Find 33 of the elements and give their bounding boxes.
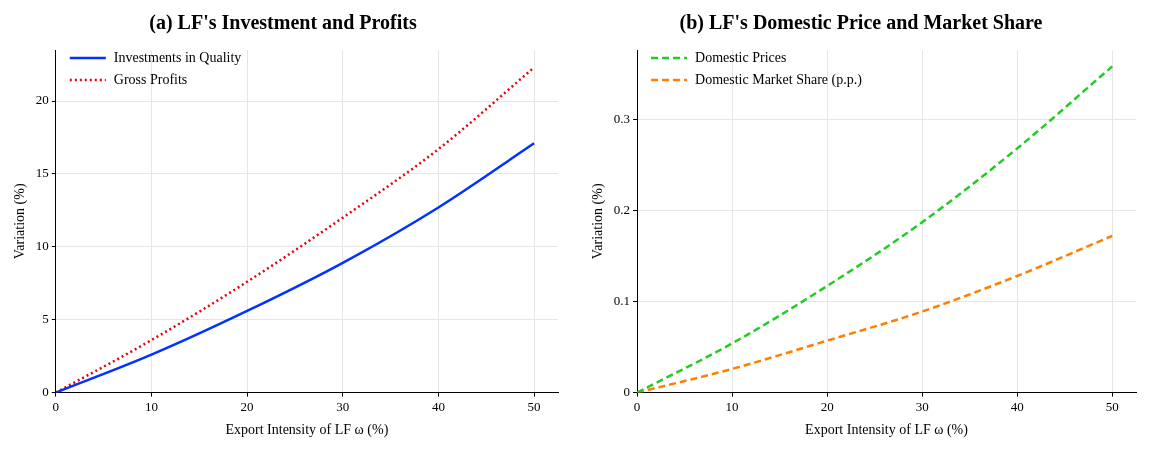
line-series: [55, 142, 536, 393]
legend-label: Domestic Prices: [695, 49, 787, 65]
legend-label: Investments in Quality: [113, 49, 242, 65]
legend-label: Gross Profits: [113, 71, 188, 87]
x-tick-label: 0: [52, 398, 60, 414]
chart-title: (b) LF's Domestic Price and Market Share: [679, 11, 1043, 35]
x-axis-title: Export Intensity of LF ω (%): [805, 422, 969, 439]
x-tick-label: 30: [336, 398, 350, 414]
x-tick-label: 40: [431, 398, 445, 414]
y-tick-label: 0: [623, 384, 631, 400]
y-tick-label: 0.1: [613, 292, 631, 308]
x-tick-label: 40: [1010, 398, 1024, 414]
y-tick-label: 20: [35, 92, 49, 108]
x-tick-label: 50: [1105, 398, 1119, 414]
y-tick-label: 0: [42, 384, 49, 400]
x-tick-label: 10: [144, 398, 158, 414]
y-axis-title: Variation (%): [590, 183, 607, 260]
legend-label: Domestic Market Share (p.p.): [695, 71, 863, 88]
line-series: [637, 65, 1114, 393]
x-axis-title: Export Intensity of LF ω (%): [225, 422, 389, 439]
x-tick-label: 30: [915, 398, 929, 414]
x-tick-label: 0: [633, 398, 641, 414]
y-tick-label: 0.2: [613, 201, 631, 217]
x-tick-label: 20: [240, 398, 254, 414]
y-tick-label: 5: [42, 311, 49, 327]
y-tick-label: 15: [35, 165, 49, 181]
y-axis-title: Variation (%): [12, 183, 29, 260]
y-tick-label: 0.3: [613, 110, 631, 126]
y-tick-label: 10: [35, 238, 49, 254]
chart-title: (a) LF's Investment and Profits: [149, 11, 417, 35]
x-tick-label: 50: [527, 398, 541, 414]
x-tick-label: 20: [820, 398, 834, 414]
x-tick-label: 10: [725, 398, 739, 414]
